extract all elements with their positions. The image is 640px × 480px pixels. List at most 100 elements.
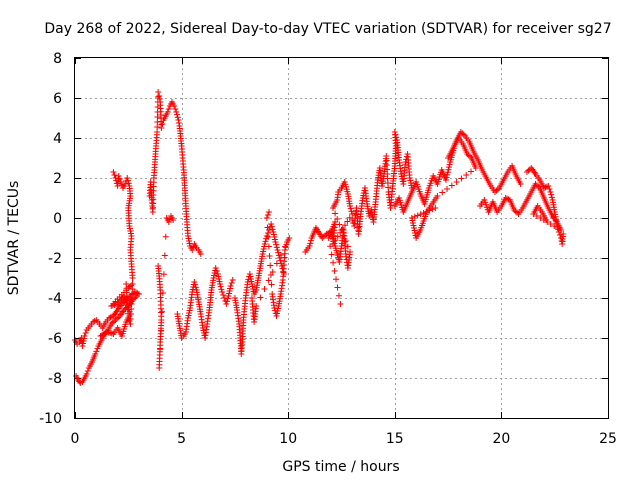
data-point <box>494 186 501 193</box>
data-point <box>473 155 480 161</box>
data-point <box>464 137 471 143</box>
data-point <box>537 207 544 213</box>
data-point <box>111 172 118 178</box>
data-point <box>224 295 231 302</box>
data-point <box>74 375 81 381</box>
x-tick-label: 20 <box>492 431 510 447</box>
data-point <box>127 230 134 237</box>
data-point <box>555 226 562 233</box>
data-point <box>418 224 425 231</box>
data-point <box>339 226 346 232</box>
data-point <box>397 168 404 175</box>
data-point <box>467 153 474 160</box>
data-point <box>82 373 89 379</box>
data-point <box>274 247 281 253</box>
data-point <box>161 252 168 259</box>
data-point <box>158 327 165 334</box>
data-point <box>496 205 503 211</box>
data-point <box>411 213 418 220</box>
data-point <box>333 199 340 205</box>
data-point <box>331 268 338 274</box>
data-point <box>347 205 354 212</box>
data-point <box>257 294 264 301</box>
data-point <box>259 253 266 260</box>
data-point <box>553 218 560 225</box>
data-point <box>446 164 453 171</box>
data-point <box>544 203 551 209</box>
data-point <box>320 233 327 240</box>
data-point <box>217 283 224 290</box>
data-point <box>124 175 131 181</box>
data-point <box>158 313 165 320</box>
data-point <box>268 281 275 288</box>
x-tick-label: 15 <box>386 431 404 447</box>
data-point <box>273 244 280 251</box>
data-point <box>533 213 540 219</box>
data-point <box>423 208 430 215</box>
data-point <box>134 290 141 297</box>
data-point <box>346 251 353 258</box>
data-point <box>271 236 278 243</box>
data-point <box>425 187 432 194</box>
data-point <box>210 277 217 284</box>
data-point <box>229 277 236 283</box>
data-point <box>359 197 366 204</box>
data-point <box>156 93 163 99</box>
data-point <box>337 301 344 307</box>
data-point <box>262 238 269 245</box>
data-point <box>277 293 284 300</box>
data-point <box>463 149 470 155</box>
data-point <box>270 302 277 309</box>
data-point <box>254 277 261 284</box>
data-point <box>94 319 101 325</box>
data-point <box>175 120 182 126</box>
data-point <box>282 243 289 250</box>
data-point <box>547 221 554 227</box>
data-point <box>363 198 370 205</box>
data-point <box>173 109 180 115</box>
data-point <box>471 163 478 169</box>
data-point <box>546 186 553 192</box>
y-tick-label: 0 <box>53 211 62 227</box>
data-point <box>179 152 186 158</box>
data-point <box>426 207 433 214</box>
data-point <box>266 253 273 259</box>
data-point <box>393 134 400 141</box>
data-point <box>448 149 455 155</box>
data-point <box>84 368 91 374</box>
data-point <box>279 279 286 286</box>
data-point <box>267 262 274 269</box>
data-point <box>548 194 555 201</box>
data-point <box>330 259 337 266</box>
data-point <box>275 305 282 312</box>
data-point <box>199 322 206 329</box>
data-point <box>133 293 140 299</box>
data-point <box>469 147 476 153</box>
data-point <box>342 248 349 254</box>
data-point <box>126 220 133 227</box>
data-point <box>523 169 530 175</box>
data-point <box>268 221 275 227</box>
data-point <box>109 319 116 326</box>
data-point <box>460 131 467 138</box>
data-point <box>248 278 255 285</box>
data-point <box>444 169 451 176</box>
data-point <box>542 184 549 191</box>
chart-title: Day 268 of 2022, Sidereal Day-to-day VTE… <box>44 21 611 37</box>
data-point <box>504 195 511 202</box>
data-point <box>158 121 165 128</box>
data-point <box>94 345 101 352</box>
data-point <box>268 223 275 230</box>
data-point <box>499 179 506 185</box>
data-point <box>264 212 271 218</box>
data-point <box>224 298 231 305</box>
data-point <box>328 251 335 258</box>
data-point <box>252 289 259 295</box>
y-tick-label: -10 <box>39 411 62 427</box>
data-point <box>512 208 519 215</box>
data-point <box>542 215 549 221</box>
data-point <box>265 243 272 250</box>
data-point <box>458 139 465 145</box>
data-point <box>535 175 542 181</box>
data-point <box>344 218 351 225</box>
